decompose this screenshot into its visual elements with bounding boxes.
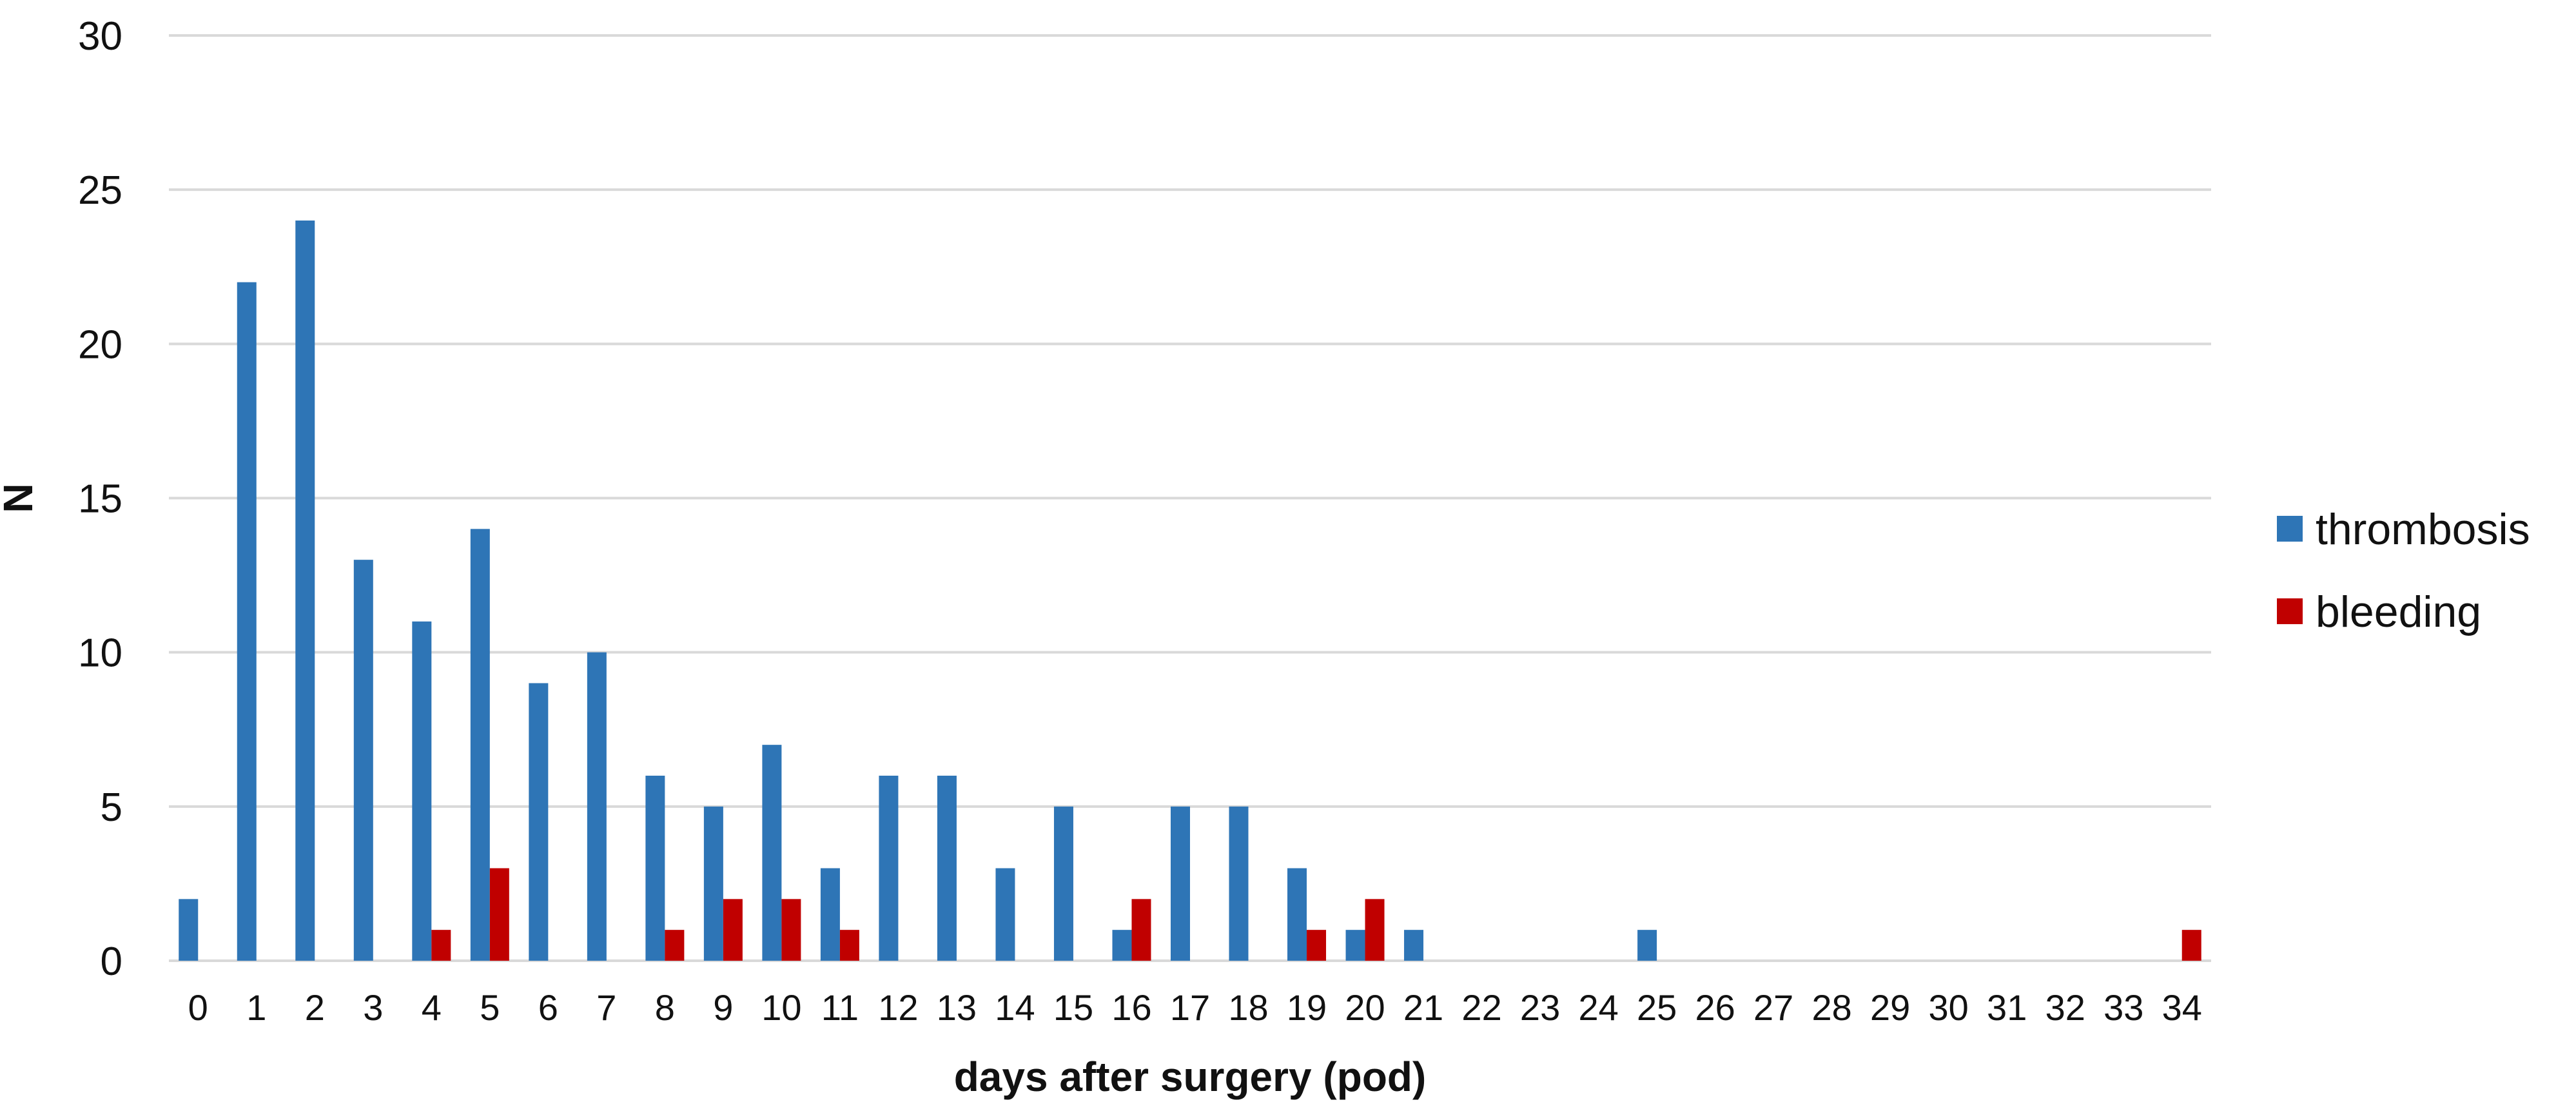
x-tick-label: 6: [538, 987, 558, 1028]
x-tick-label: 28: [1812, 987, 1852, 1028]
bar-thrombosis-5: [470, 529, 490, 961]
y-tick-label: 20: [78, 322, 122, 367]
y-axis-title: N: [0, 483, 41, 513]
bar-thrombosis-16: [1112, 930, 1132, 961]
bar-thrombosis-1: [237, 282, 257, 961]
y-tick-label: 10: [78, 631, 122, 676]
bar-thrombosis-6: [529, 683, 549, 961]
bar-bleeding-4: [431, 930, 451, 961]
x-tick-label: 30: [1929, 987, 1969, 1028]
x-tick-label: 25: [1637, 987, 1677, 1028]
x-tick-label: 27: [1753, 987, 1793, 1028]
x-axis-ticks: 0 1 2 3 4 5 6 7 8 9 10 11 12 13 14 15 16 17 18 19 20 21 22 23 24…: [188, 987, 2202, 1028]
x-tick-label: 10: [761, 987, 801, 1028]
x-tick-label: 21: [1403, 987, 1443, 1028]
x-tick-label: 0: [188, 987, 208, 1028]
bar-bleeding-5: [489, 868, 509, 961]
gridlines: [169, 34, 2211, 962]
legend-label-bleeding: bleeding: [2316, 587, 2481, 636]
bar-thrombosis-7: [587, 652, 607, 961]
x-tick-label: 19: [1287, 987, 1327, 1028]
x-tick-label: 1: [246, 987, 266, 1028]
x-tick-label: 11: [821, 987, 859, 1028]
bar-thrombosis-9: [703, 806, 723, 961]
y-tick-label: 0: [101, 939, 122, 984]
x-tick-label: 5: [480, 987, 500, 1028]
legend: thrombosis bleeding: [2277, 505, 2530, 636]
bar-thrombosis-11: [820, 868, 840, 961]
bar-bleeding-10: [781, 899, 801, 961]
x-tick-label: 16: [1111, 987, 1151, 1028]
bar-thrombosis-18: [1229, 806, 1249, 961]
legend-swatch-bleeding: [2277, 598, 2303, 624]
x-tick-label: 12: [878, 987, 918, 1028]
x-tick-label: 24: [1578, 987, 1618, 1028]
bar-thrombosis-0: [179, 899, 199, 961]
x-tick-label: 34: [2162, 987, 2202, 1028]
x-tick-label: 26: [1695, 987, 1735, 1028]
x-tick-label: 22: [1461, 987, 1501, 1028]
x-tick-label: 29: [1870, 987, 1910, 1028]
x-tick-label: 2: [305, 987, 325, 1028]
bar-thrombosis-4: [412, 621, 432, 961]
bar-thrombosis-17: [1171, 806, 1190, 961]
bar-thrombosis-3: [353, 560, 373, 961]
bar-bleeding-9: [723, 899, 743, 961]
bar-bleeding-11: [839, 930, 859, 961]
x-tick-label: 4: [422, 987, 442, 1028]
legend-swatch-thrombosis: [2277, 516, 2303, 542]
x-tick-label: 32: [2045, 987, 2085, 1028]
y-axis-ticks: 0 5 10 15 20 25 30: [78, 14, 122, 984]
bar-bleeding-16: [1131, 899, 1151, 961]
x-tick-label: 15: [1053, 987, 1093, 1028]
bar-thrombosis-12: [879, 776, 899, 961]
bar-thrombosis-20: [1345, 930, 1365, 961]
x-axis-title: days after surgery (pod): [954, 1054, 1427, 1100]
bar-bleeding-8: [665, 930, 685, 961]
bar-thrombosis-25: [1637, 930, 1657, 961]
x-tick-label: 13: [937, 987, 977, 1028]
y-tick-label: 5: [101, 785, 122, 830]
x-tick-label: 18: [1228, 987, 1268, 1028]
bar-thrombosis-19: [1287, 868, 1307, 961]
x-tick-label: 8: [655, 987, 675, 1028]
x-tick-label: 17: [1170, 987, 1210, 1028]
y-tick-label: 25: [78, 168, 122, 213]
legend-label-thrombosis: thrombosis: [2316, 505, 2530, 554]
bar-bleeding-34: [2181, 930, 2201, 961]
x-tick-label: 3: [363, 987, 383, 1028]
bar-bleeding-20: [1365, 899, 1385, 961]
bar-thrombosis-13: [937, 776, 957, 961]
bar-thrombosis-21: [1404, 930, 1424, 961]
y-tick-label: 15: [78, 477, 122, 522]
bar-thrombosis-15: [1053, 806, 1073, 961]
x-tick-label: 23: [1520, 987, 1560, 1028]
bar-thrombosis-10: [762, 745, 782, 961]
x-tick-label: 7: [596, 987, 616, 1028]
bar-thrombosis-2: [295, 221, 315, 961]
x-tick-label: 14: [995, 987, 1035, 1028]
x-tick-label: 9: [713, 987, 733, 1028]
y-tick-label: 30: [78, 14, 122, 59]
bar-thrombosis-14: [995, 868, 1015, 961]
x-tick-label: 33: [2103, 987, 2143, 1028]
x-tick-label: 20: [1345, 987, 1385, 1028]
bar-thrombosis-8: [645, 776, 665, 961]
bar-bleeding-19: [1307, 930, 1327, 961]
bars: [179, 221, 2201, 961]
x-tick-label: 31: [1987, 987, 2027, 1028]
